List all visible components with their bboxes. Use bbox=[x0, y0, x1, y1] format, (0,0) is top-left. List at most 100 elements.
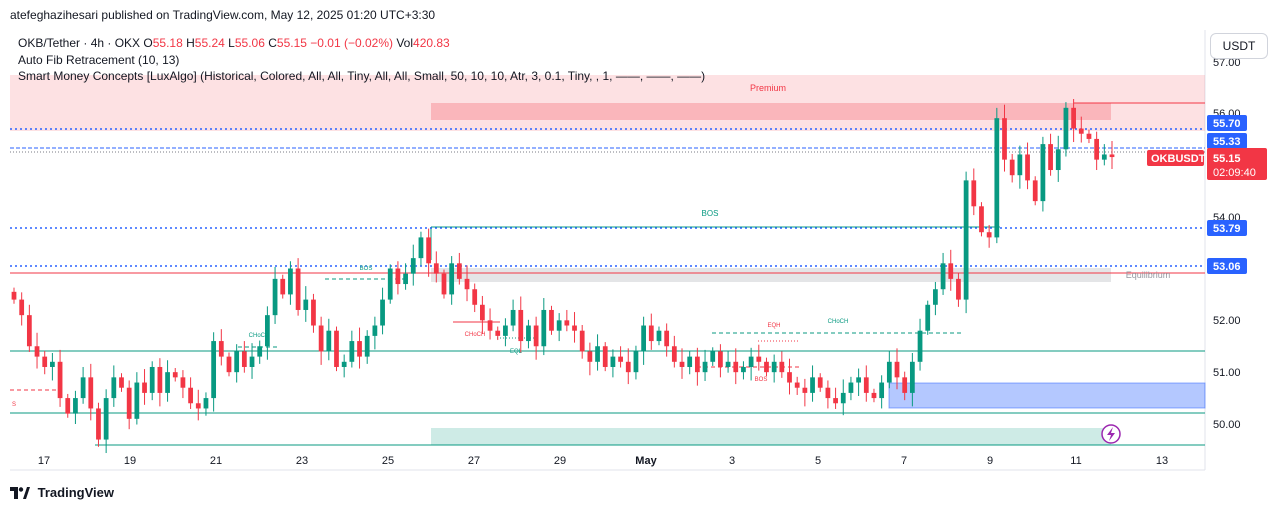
candle-body bbox=[925, 304, 931, 331]
candle-body bbox=[80, 377, 86, 399]
x-tick-9: 9 bbox=[987, 455, 993, 467]
currency-button[interactable]: USDT bbox=[1210, 33, 1268, 59]
badge-53-06-bg bbox=[1207, 258, 1247, 274]
x-tick-21: 21 bbox=[210, 455, 222, 467]
candle-body bbox=[241, 351, 247, 367]
candle-body bbox=[1048, 144, 1053, 171]
legend-indicator-smc[interactable]: Smart Money Concepts [LuxAlgo] (Historic… bbox=[18, 69, 706, 83]
candle-body bbox=[1078, 128, 1084, 134]
candle-body bbox=[464, 278, 470, 290]
candle-body bbox=[1086, 133, 1092, 139]
candle-body bbox=[602, 346, 608, 367]
candle-body bbox=[380, 299, 385, 326]
candle-body bbox=[648, 325, 654, 342]
candle-body bbox=[195, 403, 201, 409]
candle-body bbox=[257, 346, 263, 357]
candle-body bbox=[357, 341, 362, 357]
candle-body bbox=[825, 387, 831, 399]
candle-body bbox=[856, 377, 861, 383]
eql-label: EQL bbox=[510, 349, 523, 355]
footer-brand: TradingView bbox=[37, 485, 114, 501]
candle-body bbox=[510, 309, 516, 326]
bos-label-main: BOS bbox=[702, 209, 719, 218]
candle-body bbox=[725, 361, 731, 367]
candle-body bbox=[610, 356, 616, 367]
candle-body bbox=[503, 325, 508, 336]
candle-body bbox=[57, 361, 63, 399]
candle-body bbox=[34, 346, 40, 357]
candle-body bbox=[96, 408, 101, 440]
x-tick-5: 5 bbox=[815, 455, 821, 467]
y-tick-50: 50.00 bbox=[1213, 419, 1241, 431]
candle-body bbox=[863, 377, 869, 393]
candle-body bbox=[940, 263, 946, 290]
candle-body bbox=[802, 387, 808, 393]
candle-body bbox=[1017, 154, 1023, 176]
candle-body bbox=[533, 325, 539, 347]
tradingview-logo-icon bbox=[10, 486, 30, 499]
candle-body bbox=[1040, 144, 1046, 202]
legend-close: 55.15 bbox=[276, 36, 307, 50]
legend-indicator-fib[interactable]: Auto Fib Retracement (10, 13) bbox=[18, 52, 180, 67]
bullish-order-block bbox=[888, 382, 1206, 409]
publish-bar: atefeghazihesari published on TradingVie… bbox=[0, 0, 1281, 30]
candle-body bbox=[211, 341, 217, 399]
badge-55-33-bg bbox=[1207, 133, 1247, 149]
publish-info: atefeghazihesari published on TradingVie… bbox=[10, 8, 436, 22]
legend-open: 55.18 bbox=[152, 36, 183, 50]
candle-body bbox=[963, 180, 969, 300]
candle-body bbox=[441, 273, 447, 295]
badge-53-06: 53.06 bbox=[1213, 261, 1241, 273]
candle-body bbox=[1055, 149, 1061, 171]
legend-vol: 420.83 bbox=[413, 36, 450, 50]
legend-close-label: C bbox=[268, 36, 277, 50]
candle-body bbox=[840, 392, 846, 404]
candle-body bbox=[694, 356, 700, 373]
candle-body bbox=[1071, 107, 1076, 129]
lightning-icon[interactable] bbox=[1101, 424, 1121, 444]
candle-body bbox=[917, 330, 923, 362]
current-price-badge: 55.15 bbox=[1213, 153, 1241, 165]
bearish-order-block bbox=[431, 103, 1111, 120]
candle-body bbox=[948, 263, 954, 279]
candle-body bbox=[556, 320, 562, 331]
legend-low-label: L bbox=[228, 36, 235, 50]
candle-body bbox=[787, 372, 792, 383]
candle-body bbox=[579, 330, 585, 352]
candle-body bbox=[702, 361, 708, 373]
legend-symbol[interactable]: OKB/Tether · 4h · OKX bbox=[18, 36, 141, 50]
candle-body bbox=[909, 361, 915, 393]
legend-open-label: O bbox=[143, 36, 153, 50]
candle-body bbox=[203, 398, 209, 409]
candle-body bbox=[364, 335, 370, 357]
choch-label-3: CHoCH bbox=[828, 319, 849, 325]
x-tick-7: 7 bbox=[901, 455, 907, 467]
legend-high: 55.24 bbox=[194, 36, 225, 50]
candle-body bbox=[1032, 180, 1038, 202]
chart-legend: OKB/Tether · 4h · OKX O55.18 H55.24 L55.… bbox=[18, 35, 705, 85]
legend-ohlc-row[interactable]: OKB/Tether · 4h · OKX O55.18 H55.24 L55.… bbox=[18, 35, 705, 52]
current-price-badge-bg bbox=[1207, 148, 1267, 180]
candle-body bbox=[771, 361, 777, 373]
candle-body bbox=[779, 361, 785, 373]
candle-body bbox=[564, 320, 570, 326]
candle-body bbox=[387, 268, 393, 300]
candle-body bbox=[1063, 107, 1069, 150]
candle-body bbox=[341, 361, 347, 367]
candle-body bbox=[595, 346, 600, 362]
candle-body bbox=[334, 330, 339, 367]
candle-body bbox=[495, 330, 501, 336]
candle-body bbox=[479, 304, 485, 321]
candle-body bbox=[633, 351, 639, 373]
candle-body bbox=[318, 325, 324, 352]
candle-body bbox=[487, 320, 493, 331]
footer-branding[interactable]: TradingView bbox=[10, 484, 114, 500]
candle-body bbox=[817, 377, 823, 388]
candle-body bbox=[671, 346, 677, 362]
candle-body bbox=[710, 351, 716, 362]
eqh-label: EQH bbox=[767, 323, 780, 329]
candle-body bbox=[1009, 159, 1015, 176]
candle-body bbox=[526, 325, 531, 342]
candle-body bbox=[218, 341, 224, 357]
